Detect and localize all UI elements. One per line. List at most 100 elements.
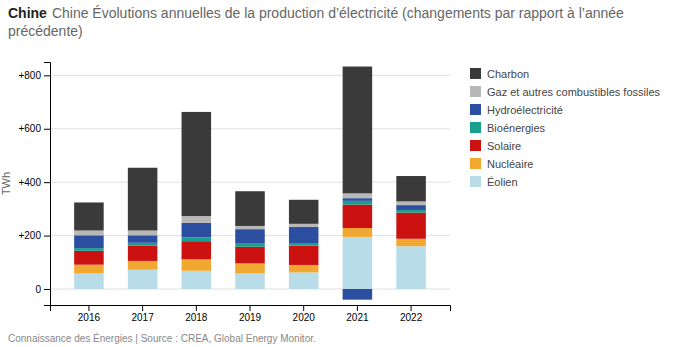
tick-label: +600 bbox=[18, 123, 41, 134]
bar bbox=[235, 191, 265, 226]
grid bbox=[50, 75, 450, 289]
negative-series bbox=[343, 289, 373, 300]
tick-mark bbox=[357, 305, 358, 311]
bars bbox=[74, 67, 426, 300]
legend-swatch bbox=[470, 86, 481, 97]
tick: 0 bbox=[35, 284, 50, 295]
bar bbox=[74, 273, 104, 288]
tick-mark bbox=[44, 236, 50, 237]
tick: 2022 bbox=[400, 305, 423, 323]
bar bbox=[74, 248, 104, 251]
bar bbox=[128, 245, 158, 260]
bar bbox=[235, 273, 265, 288]
tick: 2016 bbox=[78, 305, 101, 323]
tick-mark bbox=[196, 305, 197, 311]
bar bbox=[182, 112, 212, 216]
legend-label: Bioénergies bbox=[487, 122, 546, 134]
bar bbox=[396, 201, 426, 205]
bar bbox=[396, 239, 426, 246]
bar bbox=[74, 251, 104, 265]
bar bbox=[128, 243, 158, 246]
y-label: TWh bbox=[0, 172, 12, 195]
title: Chine bbox=[8, 5, 47, 21]
bar bbox=[74, 235, 104, 248]
legend-item: Hydroélectricité bbox=[470, 104, 563, 116]
tick-label: 2019 bbox=[239, 312, 262, 323]
tick: 2020 bbox=[293, 305, 316, 323]
grid-line bbox=[50, 128, 450, 129]
series bbox=[74, 228, 426, 273]
bar bbox=[128, 270, 158, 289]
bar bbox=[289, 243, 319, 246]
series bbox=[74, 237, 426, 289]
legend-swatch bbox=[470, 68, 481, 79]
bar bbox=[396, 246, 426, 289]
bar bbox=[289, 224, 319, 227]
tick-label: +200 bbox=[18, 230, 41, 241]
bar bbox=[396, 210, 426, 213]
tick-mark bbox=[88, 305, 89, 311]
bar bbox=[343, 67, 373, 194]
bar bbox=[128, 235, 158, 242]
bar bbox=[289, 227, 319, 243]
bar bbox=[182, 241, 212, 259]
legend-swatch bbox=[470, 158, 481, 169]
legend-swatch bbox=[470, 122, 481, 133]
tick-mark bbox=[44, 75, 50, 76]
bar bbox=[74, 230, 104, 235]
legend-label: Hydroélectricité bbox=[487, 104, 563, 116]
tick-mark bbox=[142, 305, 143, 311]
legend-swatch bbox=[470, 176, 481, 187]
annotation: Connaissance des Énergies | Source : CRE… bbox=[8, 332, 316, 344]
tick-mark bbox=[250, 305, 251, 311]
bar bbox=[289, 265, 319, 272]
bar bbox=[289, 200, 319, 224]
tick-label: +400 bbox=[18, 177, 41, 188]
bar bbox=[235, 226, 265, 229]
bar bbox=[289, 246, 319, 265]
bar bbox=[289, 272, 319, 289]
tick: +800 bbox=[18, 70, 50, 81]
bar bbox=[182, 216, 212, 223]
tick: +200 bbox=[18, 230, 50, 241]
bar bbox=[396, 213, 426, 239]
bar bbox=[128, 230, 158, 235]
tick-label: 2021 bbox=[346, 312, 369, 323]
bar bbox=[128, 261, 158, 270]
legend-item: Bioénergies bbox=[470, 122, 546, 134]
tick-mark bbox=[411, 305, 412, 311]
y-axis: 0 +200 +400 +600 +800 bbox=[18, 63, 50, 306]
legend-label: Nucléaire bbox=[487, 158, 533, 170]
bar bbox=[343, 193, 373, 198]
legend-swatch bbox=[470, 140, 481, 151]
tick: 2017 bbox=[131, 305, 154, 323]
tick-mark bbox=[303, 305, 304, 311]
bar bbox=[182, 259, 212, 270]
bar bbox=[235, 247, 265, 264]
bar bbox=[74, 202, 104, 230]
bar bbox=[128, 168, 158, 231]
grid-line bbox=[50, 182, 450, 183]
tick-label: +800 bbox=[18, 70, 41, 81]
legend-item: Nucléaire bbox=[470, 158, 533, 170]
tick-label: 2020 bbox=[293, 312, 316, 323]
bar bbox=[235, 263, 265, 273]
tick: 2019 bbox=[239, 305, 262, 323]
legend-item: Charbon bbox=[470, 68, 529, 80]
tick: 2021 bbox=[346, 305, 369, 323]
bar bbox=[235, 229, 265, 243]
bar bbox=[396, 205, 426, 210]
bar bbox=[343, 228, 373, 237]
bar bbox=[182, 237, 212, 241]
legend-label: Éolien bbox=[487, 176, 518, 188]
axis-line bbox=[51, 306, 451, 312]
tick: +600 bbox=[18, 123, 50, 134]
tick-label: 2016 bbox=[78, 312, 101, 323]
legend-item: Solaire bbox=[470, 140, 521, 152]
bar bbox=[235, 243, 265, 247]
legend: CharbonGaz et autres combustibles fossil… bbox=[470, 68, 661, 188]
bar bbox=[343, 205, 373, 228]
bar bbox=[74, 265, 104, 274]
series bbox=[74, 67, 426, 231]
tick-mark bbox=[44, 129, 50, 130]
